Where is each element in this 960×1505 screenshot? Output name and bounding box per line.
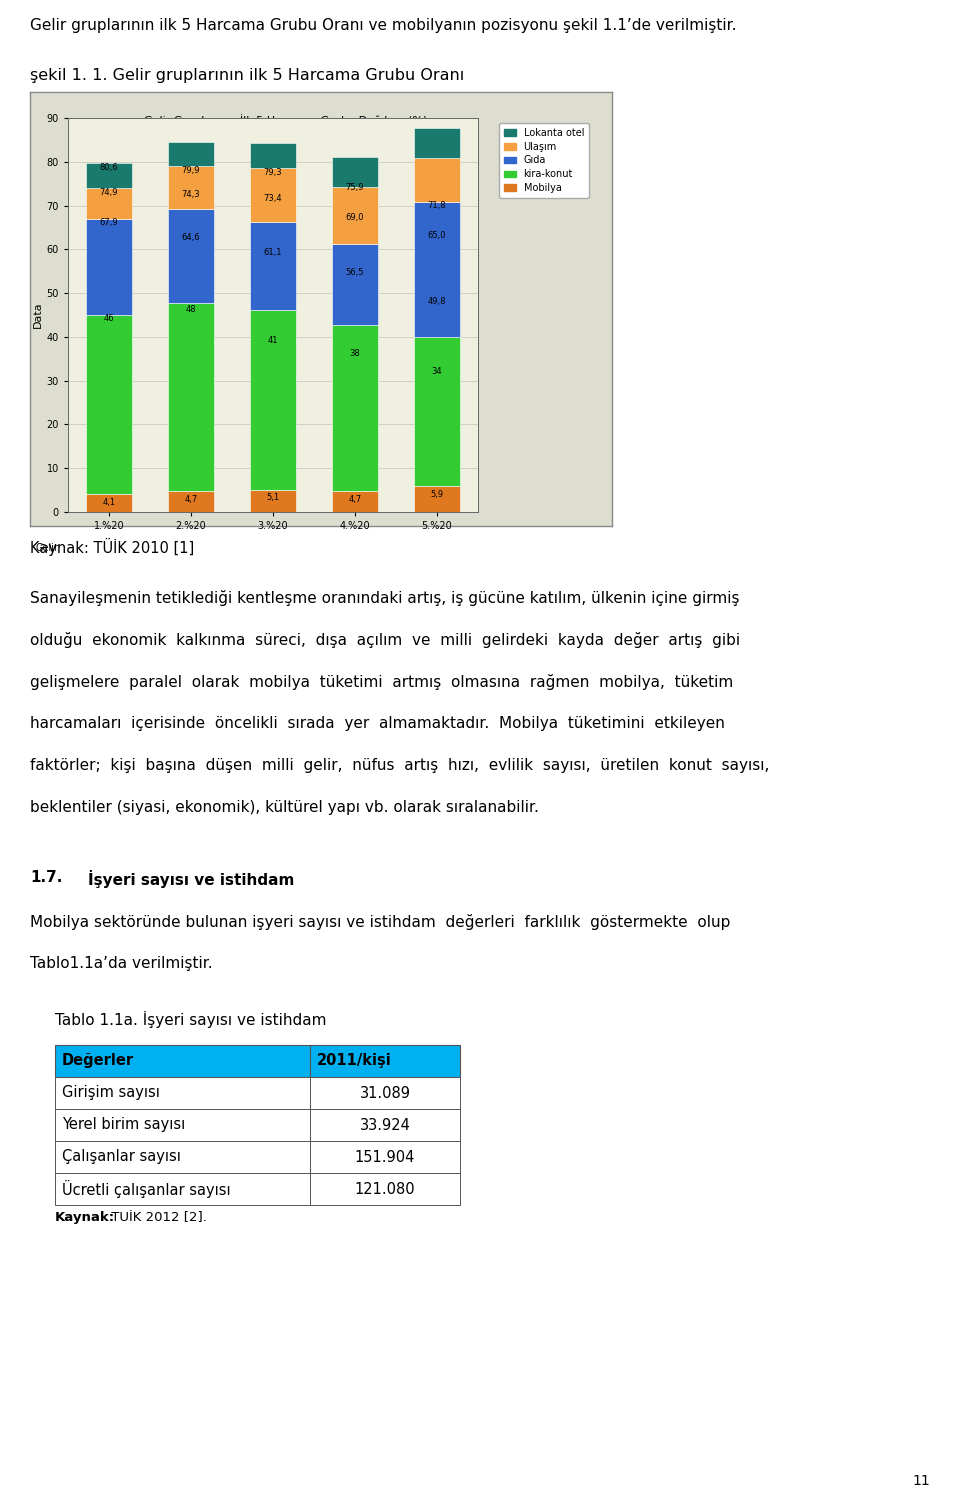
Bar [251,310,296,489]
Text: 5,9: 5,9 [430,489,444,498]
Bar [332,325,377,492]
Text: Çalışanlar sayısı: Çalışanlar sayısı [62,1150,180,1165]
Bar [332,492,377,512]
Text: TUİK 2012 [2].: TUİK 2012 [2]. [107,1212,206,1224]
Text: 79,3: 79,3 [264,169,282,178]
Text: 48: 48 [185,306,196,315]
Text: 71,8: 71,8 [428,202,446,211]
Bar [415,158,460,202]
Bar [332,244,377,325]
Text: 56,5: 56,5 [346,268,364,277]
Bar [251,143,296,169]
Text: 74,3: 74,3 [181,190,201,199]
Bar [310,1109,460,1141]
Text: 61,1: 61,1 [264,248,282,257]
Bar [310,1078,460,1109]
Text: Tablo1.1a’da verilmiştir.: Tablo1.1a’da verilmiştir. [30,956,212,971]
Text: beklentiler (siyasi, ekonomik), kültürel yapı vb. olarak sıralanabilir.: beklentiler (siyasi, ekonomik), kültürel… [30,801,539,816]
Text: 4,7: 4,7 [348,495,362,504]
Text: 33.924: 33.924 [360,1118,411,1132]
Bar [55,1109,310,1141]
Text: Değerler: Değerler [62,1054,134,1069]
Bar [55,1078,310,1109]
Text: 4,7: 4,7 [184,495,198,504]
Text: 11: 11 [912,1473,930,1488]
Text: olduğu  ekonomik  kalkınma  süreci,  dışa  açılım  ve  milli  gelirdeki  kayda  : olduğu ekonomik kalkınma süreci, dışa aç… [30,632,740,649]
Text: Kaynak: TÜİK 2010 [1]: Kaynak: TÜİK 2010 [1] [30,537,194,555]
Bar [310,1172,460,1206]
Y-axis label: Data: Data [33,301,42,328]
Bar [86,494,132,512]
Bar [310,1044,460,1078]
Bar [55,1044,310,1078]
Bar [415,202,460,337]
Text: Ücretli çalışanlar sayısı: Ücretli çalışanlar sayısı [62,1180,230,1198]
Text: Girişim sayısı: Girişim sayısı [62,1085,160,1100]
Text: 5,1: 5,1 [267,494,279,503]
Bar [415,337,460,486]
Text: 64,6: 64,6 [181,233,201,242]
Text: İşyeri sayısı ve istihdam: İşyeri sayısı ve istihdam [88,870,295,888]
Bar [332,187,377,244]
Text: Gelir Gruplarının İlk 5 Harcama Grubu Dağılımı (%): Gelir Gruplarının İlk 5 Harcama Grubu Da… [144,114,428,125]
Bar [168,166,213,209]
Text: 41: 41 [268,336,278,345]
Text: Sanayileşmenin tetiklediği kentleşme oranındaki artış, iş gücüne katılım, ülkeni: Sanayileşmenin tetiklediği kentleşme ora… [30,590,739,607]
Bar [55,1141,310,1172]
Bar [251,223,296,310]
Bar [332,157,377,187]
Bar [251,489,296,512]
Bar [168,141,213,166]
Text: 73,4: 73,4 [264,194,282,203]
Text: Gelir gruplarının ilk 5 Harcama Grubu Oranı ve mobilyanın pozisyonu şekil 1.1’de: Gelir gruplarının ilk 5 Harcama Grubu Or… [30,18,736,33]
Bar [86,218,132,315]
Text: Mobilya sektöründe bulunan işyeri sayısı ve istihdam  değerleri  farklılık  göst: Mobilya sektöründe bulunan işyeri sayısı… [30,914,731,930]
Legend: Lokanta otel, Ulaşım, Gıda, kira-konut, Mobilya: Lokanta otel, Ulaşım, Gıda, kira-konut, … [499,123,588,199]
Bar [86,315,132,494]
Text: 31.089: 31.089 [359,1085,411,1100]
Bar [168,209,213,303]
Bar [168,303,213,492]
Bar [415,128,460,158]
Text: 151.904: 151.904 [355,1150,415,1165]
Text: Gelir: Gelir [36,543,59,552]
Bar [251,169,296,223]
Text: 2011/kişi: 2011/kişi [317,1054,392,1069]
Text: Kaynak:: Kaynak: [55,1212,115,1224]
Text: 75,9: 75,9 [346,184,364,193]
Text: 79,9: 79,9 [181,166,201,175]
Text: 4,1: 4,1 [103,498,115,507]
Text: 69,0: 69,0 [346,214,364,223]
Text: 34: 34 [432,367,443,376]
Text: 67,9: 67,9 [100,218,118,227]
Text: 1.7.: 1.7. [30,870,62,885]
Text: 65,0: 65,0 [428,230,446,239]
Text: 46: 46 [104,315,114,324]
Bar [55,1172,310,1206]
Text: faktörler;  kişi  başına  düşen  milli  gelir,  nüfus  artış  hızı,  evlilik  sa: faktörler; kişi başına düşen milli gelir… [30,759,769,774]
Text: harcamaları  içerisinde  öncelikli  sırada  yer  almamaktadır.  Mobilya  tüketim: harcamaları içerisinde öncelikli sırada … [30,716,725,731]
Text: 74,9: 74,9 [100,188,118,197]
Text: Yerel birim sayısı: Yerel birim sayısı [62,1118,185,1132]
Text: 38: 38 [349,349,360,358]
Bar [415,486,460,512]
Text: gelişmelere  paralel  olarak  mobilya  tüketimi  artmış  olmasına  rağmen  mobil: gelişmelere paralel olarak mobilya tüket… [30,674,733,689]
Text: Tablo 1.1a. İşyeri sayısı ve istihdam: Tablo 1.1a. İşyeri sayısı ve istihdam [55,1011,326,1028]
Text: 49,8: 49,8 [428,298,446,307]
Text: 80,6: 80,6 [100,163,118,172]
Bar [310,1141,460,1172]
Text: şekil 1. 1. Gelir gruplarının ilk 5 Harcama Grubu Oranı: şekil 1. 1. Gelir gruplarının ilk 5 Harc… [30,68,465,83]
Text: 121.080: 121.080 [354,1181,416,1196]
Bar [168,492,213,512]
Bar [86,188,132,218]
Bar [86,163,132,188]
